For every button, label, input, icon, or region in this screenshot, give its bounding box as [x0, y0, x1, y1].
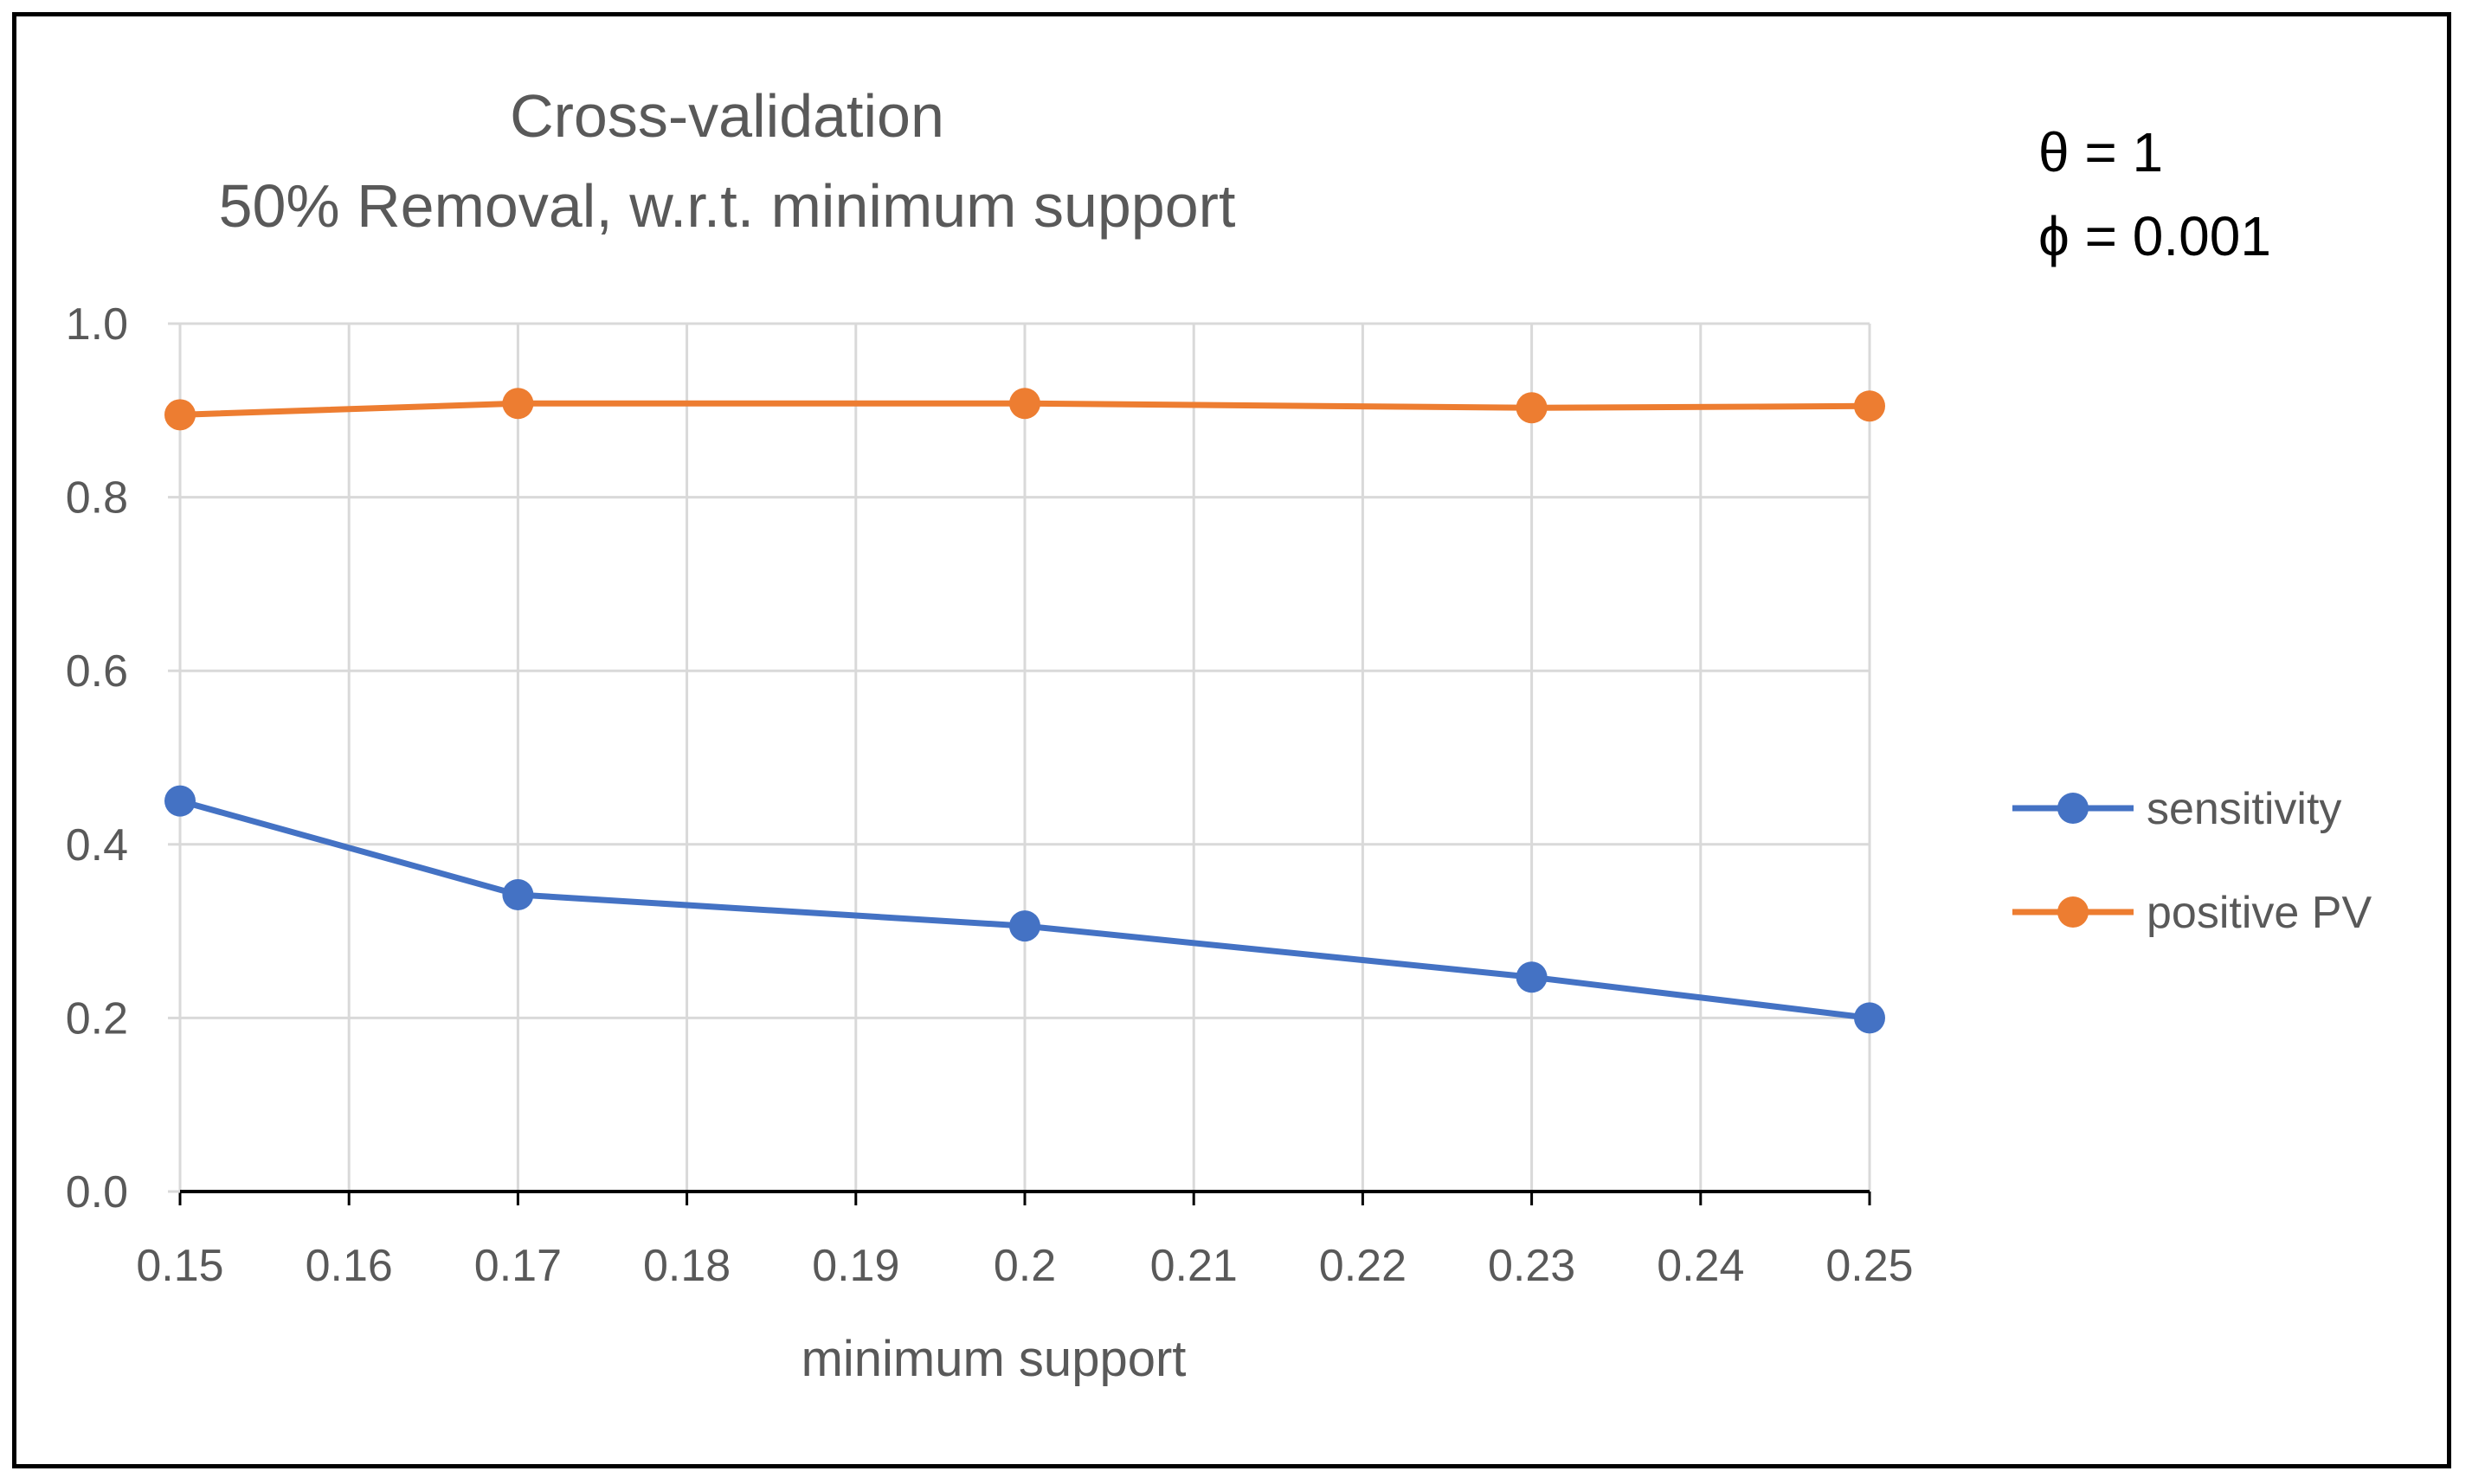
x-tick-label: 0.17: [474, 1241, 562, 1291]
x-tick-label: 0.22: [1319, 1241, 1407, 1291]
chart-title-line-1: Cross-validation: [510, 82, 944, 150]
y-tick-label: 0.0: [66, 1167, 128, 1217]
series-sensitivity: [164, 785, 1885, 1034]
x-tick-label: 0.15: [136, 1241, 223, 1291]
x-tick-label: 0.19: [812, 1241, 899, 1291]
legend-item-sensitivity: sensitivity: [2012, 784, 2341, 834]
y-tick-label: 0.2: [66, 993, 128, 1044]
x-tick-label: 0.16: [306, 1241, 393, 1291]
y-tick-label: 0.6: [66, 646, 128, 697]
data-point-sensitivity: [1009, 910, 1040, 942]
axes: 0.15 0.16 0.17 0.18 0.19 0.2 0.21 0.22 0.23 0.24 0…: [66, 299, 1914, 1291]
data-point-sensitivity: [1516, 961, 1548, 993]
data-point-positive-pv: [164, 399, 196, 431]
legend-swatch-marker: [2057, 896, 2089, 928]
x-tick-label: 0.23: [1488, 1241, 1575, 1291]
legend: sensitivity positive PV: [2012, 784, 2372, 938]
legend-swatch-marker: [2057, 793, 2089, 824]
x-tick-label: 0.25: [1825, 1241, 1913, 1291]
legend-label: sensitivity: [2147, 784, 2341, 834]
x-tick-label: 0.18: [643, 1241, 731, 1291]
data-point-positive-pv: [502, 388, 534, 420]
data-point-sensitivity: [164, 785, 196, 817]
series-layer: [164, 388, 1885, 1034]
legend-item-positive-pv: positive PV: [2012, 888, 2372, 938]
data-point-positive-pv: [1854, 390, 1885, 422]
y-tick-label: 1.0: [66, 299, 128, 350]
data-point-positive-pv: [1009, 388, 1040, 420]
grid-lines: [178, 322, 1871, 1193]
data-point-sensitivity: [1854, 1002, 1885, 1034]
annotation-theta: θ = 1: [2038, 121, 2163, 183]
y-tick-label: 0.8: [66, 473, 128, 524]
data-point-positive-pv: [1516, 392, 1548, 424]
x-axis-title: minimum support: [801, 1331, 1187, 1387]
chart-title-line-2: 50% Removal, w.r.t. minimum support: [219, 172, 1236, 240]
x-tick-label: 0.2: [994, 1241, 1056, 1291]
x-tick-label: 0.21: [1150, 1241, 1238, 1291]
y-tick-label: 0.4: [66, 820, 128, 870]
annotation-phi: ϕ = 0.001: [2038, 205, 2271, 267]
data-point-sensitivity: [502, 878, 534, 910]
legend-label: positive PV: [2147, 888, 2372, 938]
chart-frame: [12, 12, 2451, 1468]
series-positive-pv: [164, 388, 1885, 431]
x-tick-label: 0.24: [1657, 1241, 1744, 1291]
